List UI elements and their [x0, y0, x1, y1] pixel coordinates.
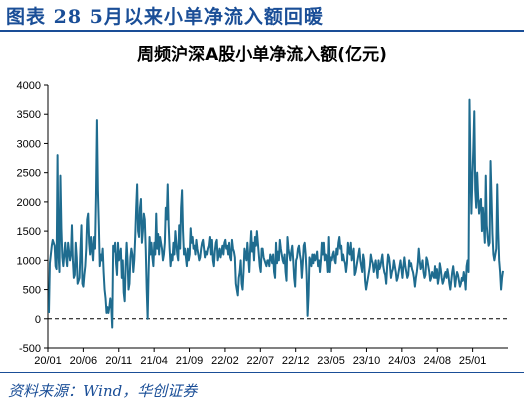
y-tick-label: 1000 [17, 255, 41, 267]
figure-label: 图表 28 5月以来小单净流入额回暖 [6, 6, 324, 28]
x-tick-label: 24/08 [423, 355, 451, 367]
y-tick-label: 2500 [17, 168, 41, 180]
x-tick-label: 21/09 [176, 355, 204, 367]
x-tick-label: 20/11 [105, 355, 132, 367]
x-tick-label: 20/01 [34, 355, 62, 367]
x-tick-label: 23/10 [353, 355, 381, 367]
x-tick-label: 22/07 [247, 355, 275, 367]
x-tick-label: 21/04 [140, 355, 168, 367]
y-tick-label: 3500 [17, 109, 41, 121]
chart-title: 周频沪深A股小单净流入额(亿元) [137, 45, 387, 65]
series-line [48, 98, 504, 329]
y-tick-label: 3000 [17, 138, 41, 150]
x-tick-label: 22/12 [282, 355, 310, 367]
y-tick-label: 4000 [17, 80, 41, 92]
x-tick-label: 24/03 [388, 355, 416, 367]
x-tick-label: 22/02 [211, 355, 239, 367]
header-rule [0, 30, 524, 32]
figure-header: 图表 28 5月以来小单净流入额回暖 [0, 0, 524, 32]
y-tick-label: 0 [35, 314, 41, 326]
y-tick-label: 500 [23, 285, 41, 297]
footer-rule [0, 372, 524, 373]
x-tick-label: 25/01 [459, 355, 487, 367]
y-tick-label: -500 [19, 343, 41, 355]
y-tick-label: 2000 [17, 197, 41, 209]
y-tick-label: 1500 [17, 226, 41, 238]
x-tick-label: 23/05 [317, 355, 345, 367]
source-note: 资料来源：Wind，华创证券 [8, 382, 198, 400]
x-tick-label: 20/06 [70, 355, 98, 367]
